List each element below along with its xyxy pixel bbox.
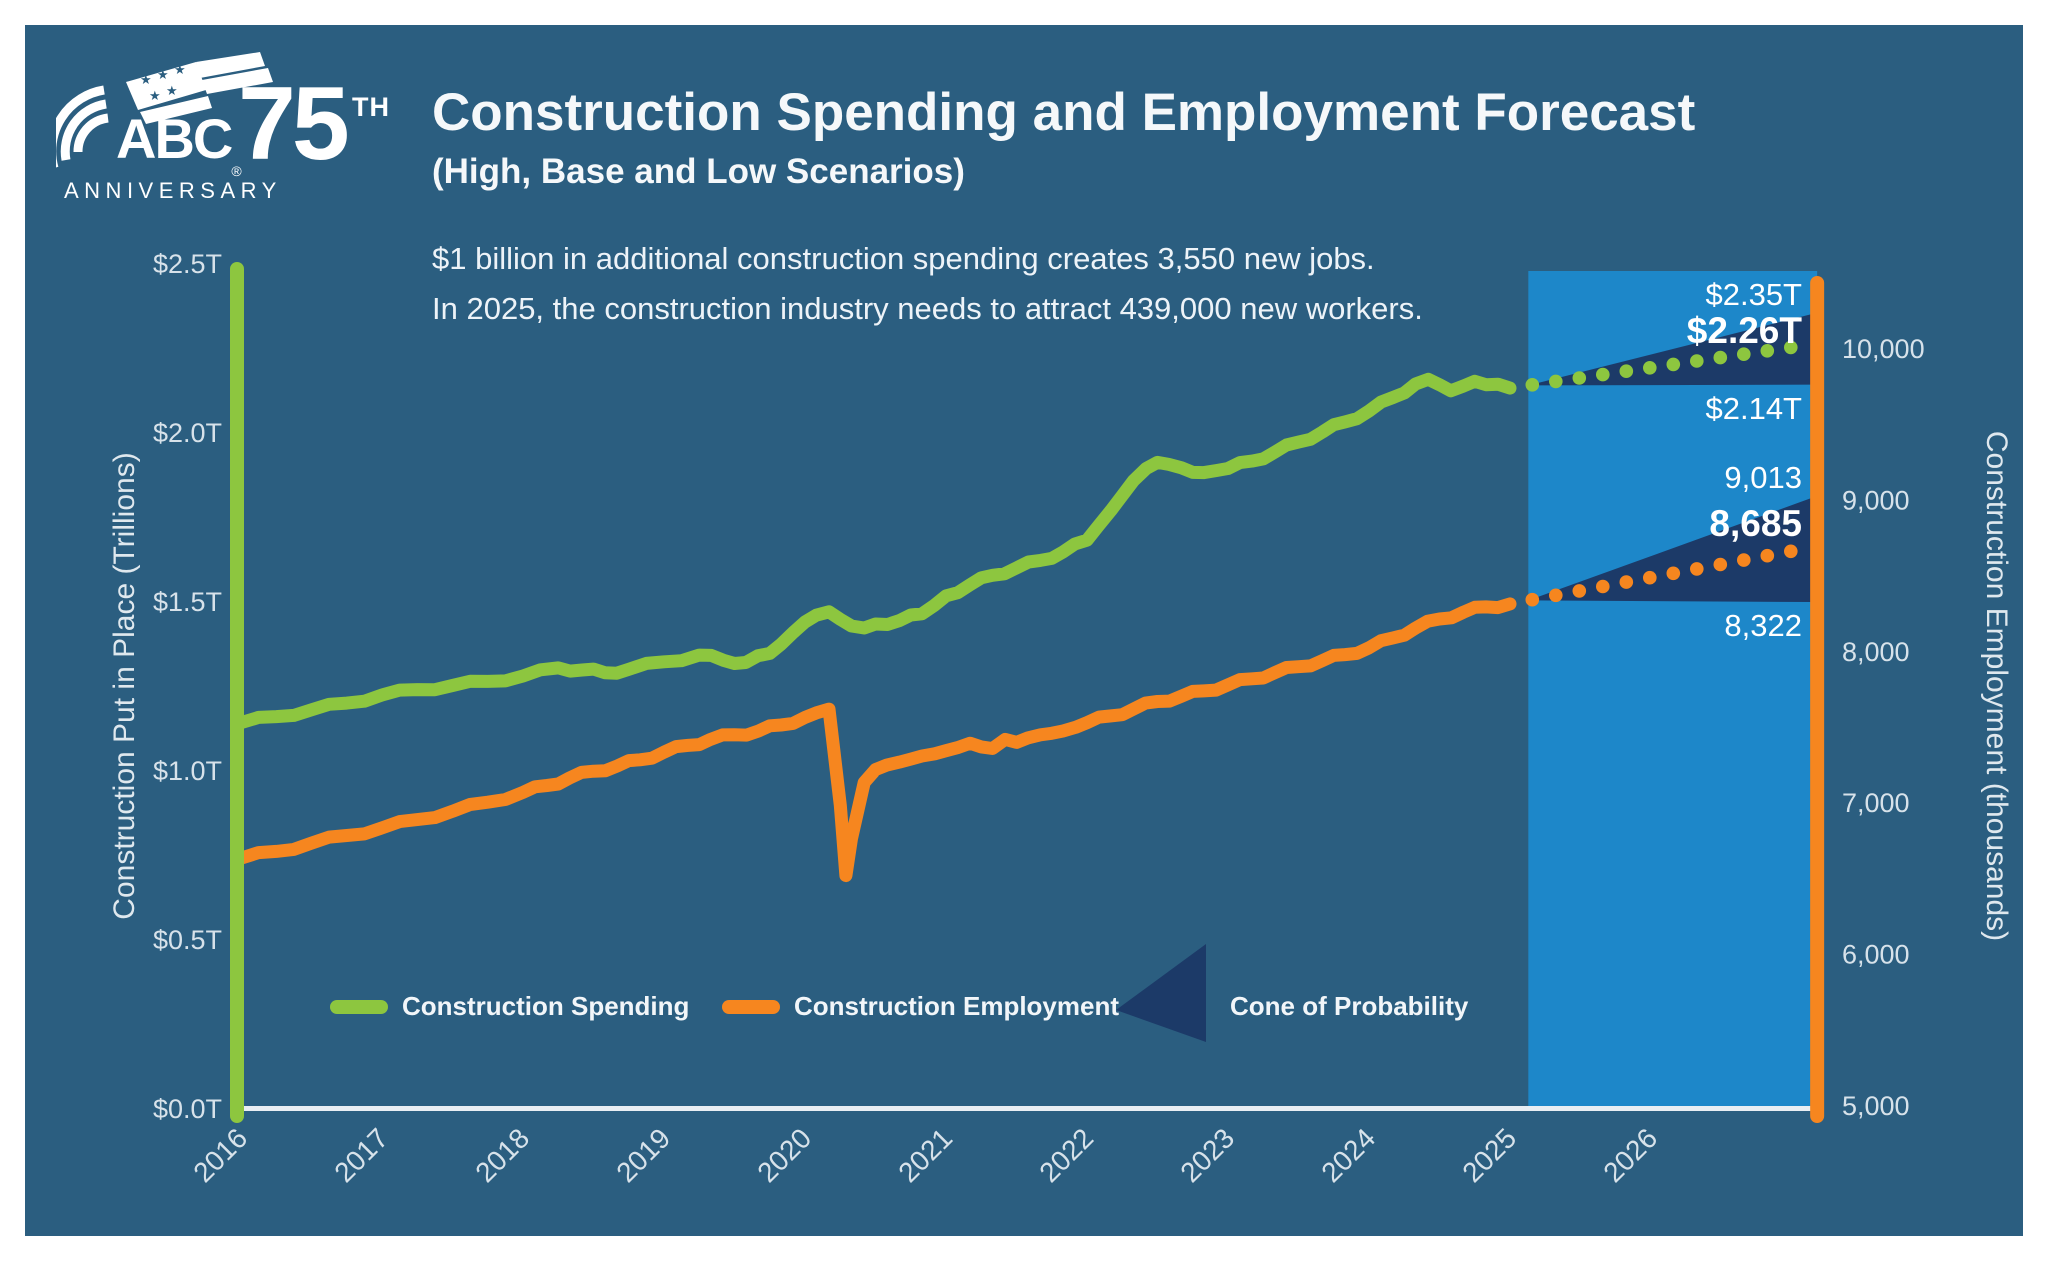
registered-mark: ® — [231, 163, 241, 179]
right-axis-title: Construction Employment (thousands) — [1980, 430, 2013, 942]
spending-forecast-dot — [1784, 340, 1798, 355]
spending-forecast-dot — [1690, 354, 1704, 368]
year-tick-label: 2018 — [469, 1122, 535, 1188]
employment-forecast-base-label: 8,685 — [1709, 503, 1802, 545]
spending-forecast-high-label: $2.35T — [1705, 276, 1802, 312]
svg-text:★: ★ — [149, 88, 161, 103]
spending-forecast-dot — [1737, 347, 1751, 362]
year-tick-label: 2016 — [187, 1122, 253, 1188]
spending-forecast-dot — [1760, 344, 1775, 358]
employment-forecast-low-label: 8,322 — [1724, 608, 1802, 644]
legend-cone-swatch — [1116, 944, 1206, 1042]
employment-forecast-dot — [1690, 562, 1704, 576]
spending-forecast-dot — [1643, 361, 1657, 375]
right-axis-tick-label: 10,000 — [1842, 334, 1925, 364]
x-axis-line — [237, 1106, 1818, 1111]
employment-forecast-dot — [1666, 566, 1681, 581]
right-axis-bar — [1810, 276, 1825, 1123]
spending-forecast-dot — [1596, 367, 1610, 382]
employment-forecast-dot — [1784, 544, 1798, 559]
employment-line — [234, 597, 1517, 883]
year-tick-label: 2022 — [1033, 1122, 1099, 1188]
annotation-line-1: $1 billion in additional construction sp… — [432, 241, 1375, 276]
spending-forecast-dots — [1525, 340, 1798, 392]
left-axis-tick-label: $2.0T — [153, 418, 222, 448]
employment-forecast-dot — [1572, 584, 1587, 598]
right-axis-tick-label: 9,000 — [1842, 485, 1910, 515]
right-axis-tick-label: 5,000 — [1842, 1091, 1910, 1121]
left-axis-tick-label: $1.0T — [153, 756, 222, 786]
spending-forecast-dot — [1619, 364, 1634, 379]
year-tick-label: 2021 — [892, 1122, 958, 1188]
employment-forecast-dot — [1737, 553, 1751, 567]
right-axis-tick-label: 8,000 — [1842, 637, 1910, 667]
page-subtitle: (High, Base and Low Scenarios) — [432, 152, 965, 191]
left-axis-tick-label: $1.5T — [153, 587, 222, 617]
year-tick-label: 2023 — [1174, 1122, 1240, 1188]
employment-forecast-dot — [1760, 548, 1775, 563]
spending-cone — [1528, 313, 1814, 386]
employment-forecast-dot — [1619, 575, 1634, 589]
employment-forecast-dot — [1525, 592, 1540, 607]
year-tick-label: 2025 — [1456, 1122, 1522, 1188]
svg-text:★: ★ — [174, 62, 186, 77]
spending-forecast-dot — [1549, 374, 1563, 389]
spending-forecast-dot — [1525, 378, 1540, 392]
employment-forecast-dots — [1525, 544, 1798, 607]
svg-text:★: ★ — [157, 67, 169, 82]
spending-forecast-dot — [1666, 357, 1681, 372]
abc-logo-text: ABC® — [116, 107, 242, 179]
annotation-line-2: In 2025, the construction industry needs… — [432, 291, 1423, 326]
right-axis-tick-label: 6,000 — [1842, 940, 1910, 970]
left-axis-tick-label: $2.5T — [153, 249, 222, 279]
left-axis-tick-label: $0.5T — [153, 925, 222, 955]
logo-anniversary: ANNIVERSARY — [64, 178, 282, 203]
year-tick-label: 2026 — [1597, 1122, 1663, 1188]
spending-forecast-base-label: $2.26T — [1686, 309, 1802, 351]
spending-forecast-dot — [1713, 350, 1728, 365]
right-axis-tick-label: 7,000 — [1842, 788, 1910, 818]
spending-line — [234, 372, 1517, 730]
legend-label-cone-of-probability: Cone of Probability — [1230, 991, 1469, 1021]
employment-forecast-dot — [1643, 570, 1657, 585]
year-tick-label: 2019 — [610, 1122, 676, 1188]
employment-forecast-high-label: 9,013 — [1724, 460, 1802, 496]
spending-forecast-dot — [1572, 371, 1587, 385]
legend-label-construction-spending: Construction Spending — [402, 991, 690, 1021]
left-axis-title: Construction Put in Place (Trillions) — [108, 452, 141, 920]
svg-text:★: ★ — [166, 83, 178, 98]
logo-th: TH — [352, 92, 390, 122]
forecast-band — [1528, 271, 1818, 1106]
page-title: Construction Spending and Employment For… — [432, 83, 1696, 142]
employment-forecast-dot — [1596, 579, 1610, 594]
legend-spending-swatch — [330, 1000, 388, 1014]
spending-forecast-low-label: $2.14T — [1705, 390, 1802, 426]
year-tick-label: 2017 — [328, 1122, 394, 1188]
legend-employment-swatch — [722, 1000, 780, 1014]
left-axis-tick-label: $0.0T — [153, 1094, 222, 1124]
legend-label-construction-employment: Construction Employment — [794, 991, 1120, 1021]
logo-75: 75 — [238, 66, 350, 182]
svg-text:★: ★ — [140, 72, 152, 87]
employment-cone — [1528, 497, 1814, 603]
year-tick-label: 2024 — [1315, 1122, 1381, 1188]
annotation-text: $1 billion in additional construction sp… — [432, 234, 1423, 334]
left-axis-bar — [230, 262, 244, 1123]
year-tick-label: 2020 — [751, 1122, 817, 1188]
employment-forecast-dot — [1549, 588, 1563, 603]
employment-forecast-dot — [1713, 557, 1728, 572]
abc-logo-flag-icon: ★ ★ ★ ★ ★ — [56, 52, 273, 168]
